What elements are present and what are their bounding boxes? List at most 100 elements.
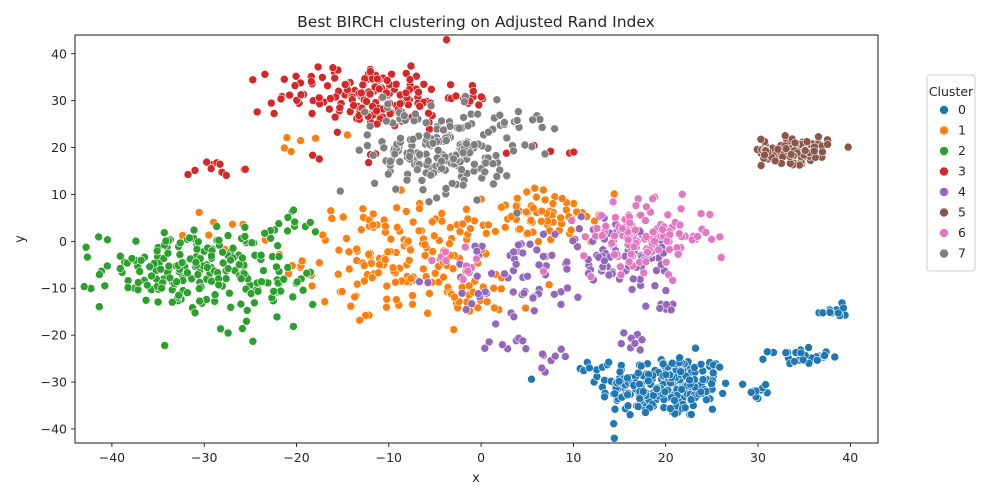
point-cluster-6 — [601, 221, 611, 231]
point-cluster-3 — [328, 63, 338, 72]
point-cluster-5 — [756, 161, 766, 170]
point-cluster-7 — [460, 97, 469, 106]
point-cluster-1 — [355, 315, 365, 325]
point-cluster-0 — [830, 352, 840, 362]
point-cluster-7 — [512, 116, 522, 125]
point-cluster-7 — [383, 169, 393, 179]
point-cluster-2 — [195, 296, 204, 306]
point-cluster-1 — [373, 268, 383, 278]
point-cluster-2 — [81, 242, 91, 252]
point-cluster-6 — [641, 257, 651, 267]
point-cluster-3 — [285, 90, 294, 100]
point-cluster-6 — [610, 231, 619, 241]
point-cluster-3 — [387, 69, 396, 79]
point-cluster-2 — [165, 273, 175, 283]
point-cluster-2 — [302, 268, 312, 278]
point-cluster-0 — [758, 354, 768, 364]
point-cluster-1 — [521, 207, 531, 217]
point-cluster-5 — [770, 156, 780, 166]
point-cluster-7 — [413, 165, 422, 174]
point-cluster-7 — [363, 141, 372, 150]
point-cluster-2 — [116, 251, 125, 261]
point-cluster-1 — [382, 294, 392, 304]
point-cluster-7 — [390, 149, 400, 159]
point-cluster-3 — [326, 94, 335, 103]
point-cluster-6 — [696, 209, 706, 218]
point-cluster-2 — [279, 274, 289, 284]
point-cluster-6 — [441, 256, 451, 266]
point-cluster-1 — [352, 244, 361, 254]
point-cluster-2 — [172, 277, 181, 287]
point-cluster-1 — [500, 223, 510, 232]
point-cluster-1 — [536, 217, 546, 226]
point-cluster-1 — [463, 214, 473, 224]
point-cluster-3 — [290, 81, 300, 90]
point-cluster-7 — [540, 149, 550, 159]
point-cluster-1 — [491, 227, 500, 236]
point-cluster-2 — [79, 282, 89, 291]
point-cluster-2 — [269, 286, 279, 296]
point-cluster-4 — [537, 363, 547, 373]
point-cluster-6 — [641, 232, 651, 241]
point-cluster-7 — [441, 184, 451, 193]
point-cluster-2 — [247, 238, 257, 247]
point-cluster-1 — [420, 251, 430, 260]
point-cluster-1 — [311, 134, 320, 143]
point-cluster-4 — [472, 246, 482, 256]
point-cluster-7 — [528, 115, 537, 125]
point-cluster-3 — [372, 106, 381, 116]
point-cluster-1 — [364, 249, 374, 259]
point-cluster-1 — [346, 301, 356, 311]
point-cluster-2 — [283, 213, 293, 222]
point-cluster-2 — [163, 248, 173, 258]
point-cluster-0 — [665, 404, 675, 413]
point-cluster-7 — [395, 157, 405, 166]
point-cluster-5 — [823, 140, 832, 149]
point-cluster-1 — [425, 289, 434, 298]
point-cluster-7 — [480, 167, 490, 177]
point-cluster-0 — [707, 379, 716, 389]
point-cluster-6 — [463, 266, 473, 276]
legend-label-6: 6 — [958, 225, 966, 240]
point-cluster-5 — [809, 146, 819, 156]
point-cluster-6 — [642, 202, 651, 212]
point-cluster-6 — [715, 232, 725, 242]
point-cluster-4 — [532, 245, 542, 255]
point-cluster-4 — [637, 335, 647, 345]
point-cluster-1 — [464, 281, 474, 291]
point-cluster-2 — [175, 238, 185, 248]
point-cluster-6 — [623, 235, 633, 245]
point-cluster-2 — [283, 226, 292, 236]
point-cluster-7 — [360, 107, 369, 117]
point-cluster-1 — [342, 234, 351, 243]
point-cluster-6 — [648, 194, 658, 203]
point-cluster-6 — [639, 268, 649, 278]
point-cluster-6 — [631, 201, 641, 210]
x-tick-label: 10 — [565, 450, 581, 465]
point-cluster-3 — [477, 92, 486, 102]
point-cluster-6 — [608, 197, 618, 207]
point-cluster-2 — [174, 290, 183, 300]
point-cluster-1 — [539, 185, 548, 195]
point-cluster-6 — [658, 225, 667, 234]
point-cluster-0 — [625, 410, 635, 420]
data-points — [79, 35, 853, 443]
point-cluster-1 — [437, 209, 447, 218]
point-cluster-1 — [326, 206, 336, 215]
point-cluster-0 — [610, 389, 620, 399]
point-cluster-6 — [597, 231, 607, 240]
point-cluster-6 — [586, 272, 596, 282]
point-cluster-2 — [164, 261, 174, 271]
point-cluster-4 — [518, 336, 528, 346]
x-tick-label: 0 — [477, 450, 485, 465]
point-cluster-2 — [253, 286, 263, 296]
point-cluster-4 — [523, 271, 532, 281]
point-cluster-2 — [193, 270, 203, 279]
point-cluster-1 — [383, 247, 393, 257]
point-cluster-7 — [447, 179, 457, 188]
point-cluster-4 — [600, 256, 609, 266]
point-cluster-3 — [427, 85, 436, 94]
point-cluster-2 — [145, 262, 154, 272]
point-cluster-1 — [448, 264, 458, 274]
point-cluster-4 — [519, 288, 529, 298]
